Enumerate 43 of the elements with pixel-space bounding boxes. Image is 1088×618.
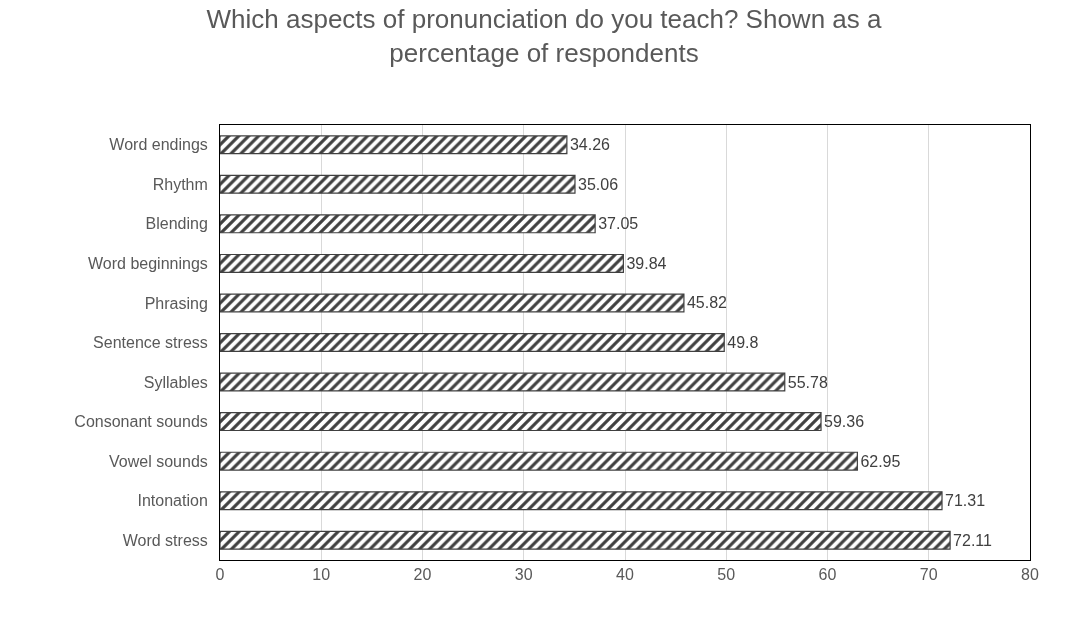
- y-tick-label: Word endings: [109, 136, 208, 154]
- data-label: 62.95: [860, 452, 901, 470]
- y-tick-label: Blending: [145, 215, 208, 233]
- data-label: 34.26: [569, 136, 611, 154]
- data-label: 55.78: [787, 373, 828, 391]
- data-label: 59.36: [824, 413, 865, 431]
- bar: [220, 530, 951, 550]
- y-tick-label: Phrasing: [144, 294, 208, 312]
- y-tick-label: Word beginnings: [88, 255, 208, 273]
- bar: [220, 372, 786, 392]
- y-tick-label: Vowel sounds: [109, 452, 208, 470]
- bar: [220, 412, 822, 432]
- data-label: 37.05: [598, 215, 639, 233]
- data-label: 71.31: [945, 492, 986, 510]
- data-label: 35.06: [577, 175, 619, 193]
- bar: [220, 333, 725, 352]
- x-tick-label: 80: [1021, 566, 1039, 584]
- x-tick-label: 10: [312, 566, 331, 584]
- x-tick-label: 20: [413, 566, 432, 584]
- y-tick-label: Syllables: [143, 373, 208, 391]
- data-label: 39.84: [626, 254, 667, 272]
- y-tick-label: Rhythm: [152, 175, 208, 193]
- bar: [220, 451, 858, 471]
- y-tick-label: Consonant sounds: [74, 413, 208, 431]
- bar: [220, 491, 943, 511]
- bar: [220, 253, 624, 273]
- x-tick-label: 70: [919, 566, 938, 584]
- y-tick-label: Intonation: [137, 492, 208, 510]
- y-tick-label: Word stress: [122, 531, 208, 549]
- data-label: 45.82: [686, 294, 728, 312]
- x-tick-label: 0: [215, 566, 225, 584]
- bar: [220, 135, 568, 155]
- x-tick-label: 50: [717, 566, 736, 584]
- data-label: 72.11: [953, 531, 993, 549]
- data-label: 49.8: [727, 334, 759, 351]
- x-tick-label: 60: [818, 566, 837, 584]
- bar: [220, 214, 596, 234]
- x-tick-label: 40: [616, 566, 634, 584]
- x-tick-label: 30: [514, 566, 533, 584]
- y-tick-label: Sentence stress: [93, 334, 208, 352]
- bar: [220, 293, 685, 313]
- bar: [220, 174, 576, 194]
- chart-title: Which aspects of pronunciation do you teach? Shown as a percentage of respondents: [206, 3, 883, 68]
